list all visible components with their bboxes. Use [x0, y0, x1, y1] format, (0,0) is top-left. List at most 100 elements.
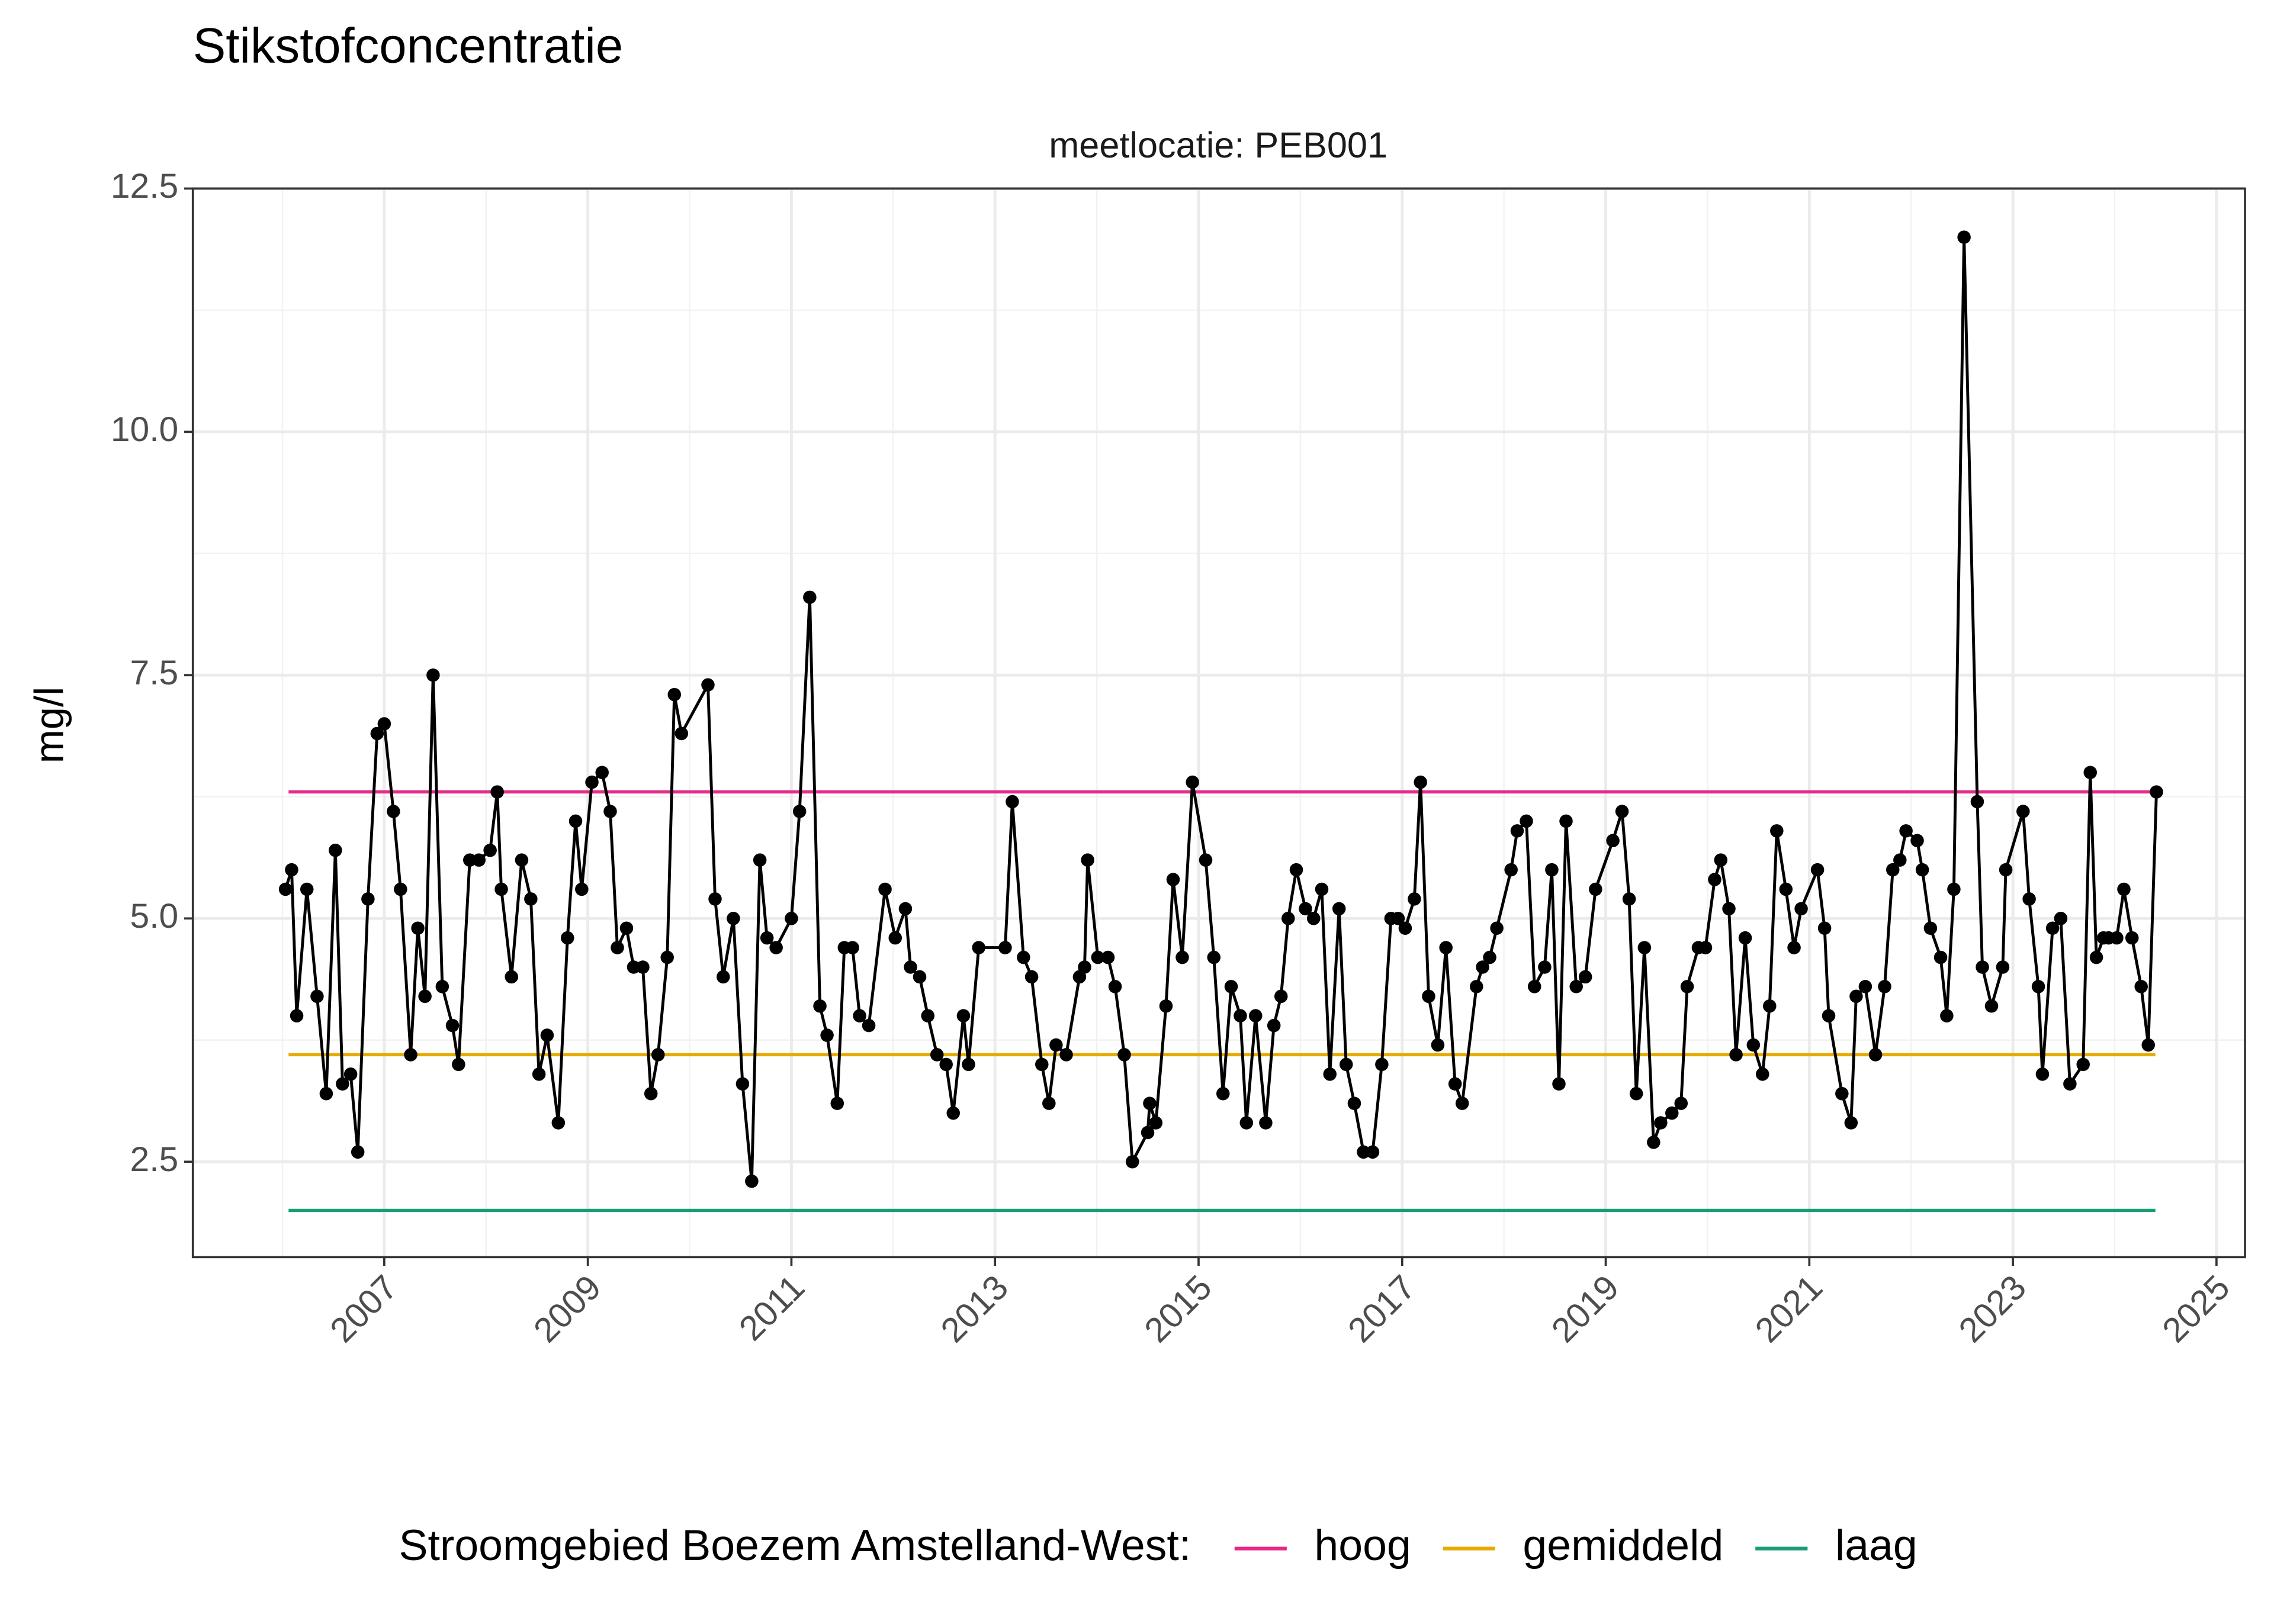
legend-label: hoog [1314, 1520, 1411, 1570]
legend-label: laag [1835, 1520, 1918, 1570]
data-point [370, 726, 384, 741]
data-point [2063, 1077, 2077, 1091]
data-point [551, 1116, 566, 1130]
data-point [1248, 1009, 1263, 1022]
data-point [1186, 775, 1199, 789]
data-point [1398, 921, 1412, 935]
data-point [1999, 863, 2013, 877]
data-point [1207, 950, 1221, 964]
data-point [735, 1077, 750, 1091]
legend-title: Stroomgebied Boezem Amstelland-West: [399, 1520, 1191, 1570]
legend: hoog gemiddeld laag [1234, 1520, 1918, 1570]
data-point [1357, 1145, 1370, 1159]
data-point [1289, 863, 1303, 877]
facet-label: meetlocatie: PEB001 [1049, 125, 1387, 165]
data-point [1947, 882, 1961, 896]
data-point [636, 960, 650, 974]
data-point [351, 1145, 365, 1159]
data-point [278, 882, 293, 896]
data-point [435, 980, 449, 993]
data-point [2031, 980, 2045, 993]
data-point [1654, 1116, 1668, 1130]
data-point [1422, 989, 1435, 1004]
data-point [603, 805, 617, 818]
data-point [760, 931, 774, 945]
data-point [853, 1009, 866, 1022]
data-point [1899, 824, 1913, 838]
data-point [1469, 980, 1483, 993]
data-point [1108, 980, 1122, 993]
data-point [462, 853, 477, 867]
data-point [300, 882, 314, 896]
data-point [1078, 960, 1091, 974]
data-point [1578, 970, 1592, 984]
data-point [1281, 912, 1295, 925]
data-point [1347, 1096, 1361, 1110]
data-point [585, 775, 599, 789]
data-point [1091, 950, 1105, 964]
data-point [1199, 853, 1213, 867]
data-point [1520, 814, 1533, 828]
data-point [1490, 921, 1504, 935]
data-point [515, 853, 529, 867]
data-point [1439, 941, 1453, 954]
data-point [898, 902, 913, 916]
data-point [1893, 853, 1907, 867]
data-point [329, 843, 342, 857]
data-point [1483, 950, 1496, 964]
data-point [2076, 1057, 2090, 1072]
data-point [1822, 1009, 1836, 1022]
data-point [1339, 1057, 1353, 1072]
data-point [1538, 960, 1552, 974]
data-point [1234, 1009, 1247, 1022]
data-point [946, 1106, 960, 1120]
y-tick-label: 10.0 [111, 410, 178, 449]
data-point [1886, 863, 1900, 877]
data-point [904, 960, 917, 974]
data-point [1391, 912, 1405, 925]
data-point [1081, 853, 1094, 867]
data-point [387, 805, 400, 818]
data-point [1143, 1096, 1157, 1110]
data-point [1680, 980, 1694, 993]
data-point [1858, 980, 1872, 993]
data-point [1049, 1038, 1063, 1052]
data-point [1844, 1116, 1858, 1130]
data-point [1763, 999, 1777, 1013]
data-point [1306, 912, 1321, 925]
data-point [1708, 873, 1721, 886]
data-point [1274, 989, 1288, 1004]
data-point [1794, 902, 1808, 916]
data-point [1408, 892, 1421, 906]
data-point [568, 814, 583, 828]
data-point [285, 863, 298, 877]
data-point [1455, 1096, 1469, 1110]
data-point [745, 1174, 759, 1188]
data-point [1714, 853, 1728, 867]
data-point [1545, 863, 1559, 877]
data-point [651, 1048, 665, 1062]
data-point [921, 1009, 935, 1022]
data-point [1868, 1048, 1883, 1062]
y-tick-label: 12.5 [111, 167, 178, 205]
data-point [1849, 989, 1863, 1004]
data-point [627, 960, 641, 974]
data-point [675, 726, 689, 741]
data-point [377, 717, 391, 731]
data-point [1431, 1038, 1445, 1052]
data-point [2125, 931, 2139, 945]
data-point [1414, 775, 1427, 789]
data-point [878, 882, 892, 896]
data-point [1779, 882, 1793, 896]
data-point [962, 1057, 975, 1072]
data-point [1017, 950, 1030, 964]
data-point [1910, 834, 1924, 848]
data-point [1366, 1145, 1380, 1159]
data-point [1216, 1086, 1230, 1101]
data-point [792, 805, 807, 818]
data-point [1149, 1116, 1163, 1130]
data-point [1175, 950, 1189, 964]
data-point [1878, 980, 1891, 993]
data-point [524, 892, 538, 906]
